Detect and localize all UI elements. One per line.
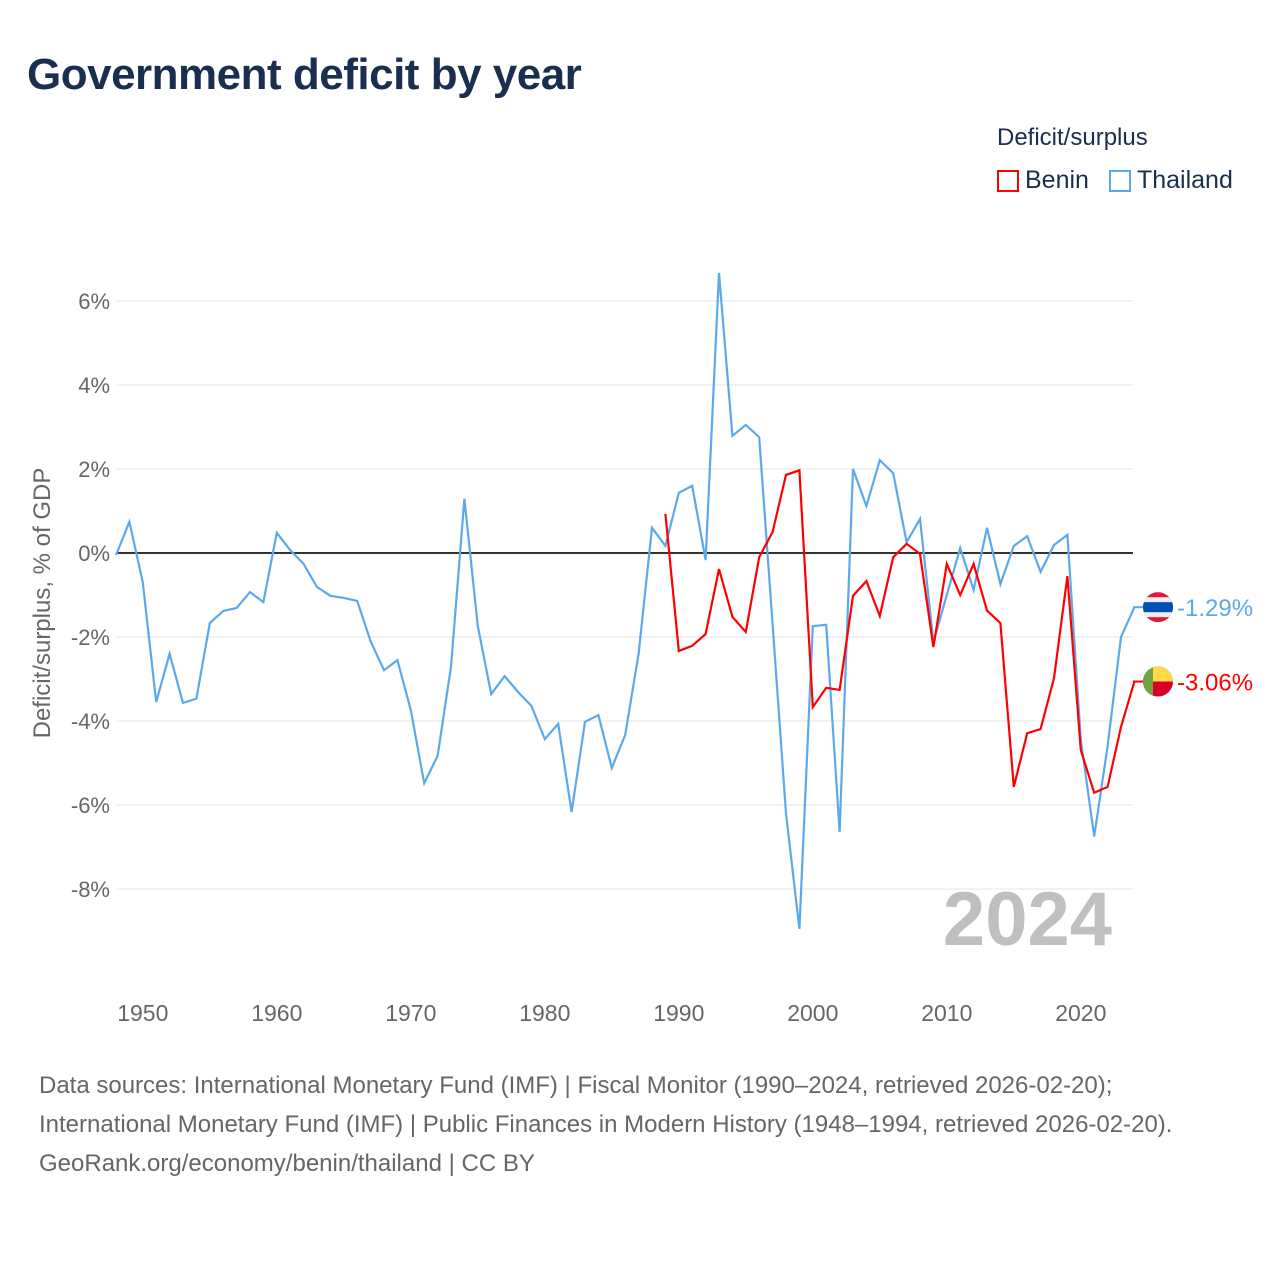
benin-flag-icon bbox=[1143, 666, 1173, 697]
flag-body bbox=[1143, 666, 1173, 697]
footer: Data sources: International Monetary Fun… bbox=[39, 1066, 1239, 1183]
x-tick-label: 2010 bbox=[921, 1000, 972, 1026]
x-tick-label: 1980 bbox=[519, 1000, 570, 1026]
legend: Benin Thailand bbox=[997, 166, 1233, 195]
data-sources: Data sources: International Monetary Fun… bbox=[39, 1072, 1173, 1138]
legend-title: Deficit/surplus bbox=[997, 124, 1148, 151]
series-line-benin bbox=[664, 468, 1136, 795]
y-tick-label: 2% bbox=[78, 457, 110, 482]
thailand-flag-icon bbox=[1143, 592, 1173, 623]
y-tick-label: -6% bbox=[71, 793, 110, 818]
legend-label-benin: Benin bbox=[1025, 166, 1089, 194]
flag-body bbox=[1143, 592, 1173, 623]
year-watermark: 2024 bbox=[943, 877, 1112, 962]
y-tick-label: 4% bbox=[78, 373, 110, 398]
end-value-label: -3.06% bbox=[1177, 670, 1253, 697]
x-tick-label: 2000 bbox=[787, 1000, 838, 1026]
chart-title: Government deficit by year bbox=[27, 50, 582, 99]
x-tick-label: 1990 bbox=[653, 1000, 704, 1026]
x-tick-label: 2020 bbox=[1055, 1000, 1106, 1026]
credit-link[interactable]: GeoRank.org/economy/benin/thailand | CC … bbox=[39, 1150, 535, 1177]
y-tick-label: -4% bbox=[71, 709, 110, 734]
y-tick-label: -8% bbox=[71, 877, 110, 902]
y-tick-label: -2% bbox=[71, 625, 110, 650]
series-line-thailand bbox=[114, 272, 1136, 930]
end-value-label: -1.29% bbox=[1177, 595, 1253, 622]
x-tick-label: 1970 bbox=[385, 1000, 436, 1026]
flag-blue bbox=[1143, 602, 1173, 613]
y-tick-label: 6% bbox=[78, 289, 110, 314]
y-tick-label: 0% bbox=[78, 541, 110, 566]
legend-swatch-benin bbox=[997, 169, 1019, 192]
x-tick-label: 1960 bbox=[251, 1000, 302, 1026]
y-axis-label: Deficit/surplus, % of GDP bbox=[29, 468, 56, 739]
legend-label-thailand: Thailand bbox=[1136, 166, 1233, 194]
flag-green bbox=[1143, 666, 1153, 697]
legend-swatch-thailand bbox=[1108, 169, 1131, 192]
x-tick-label: 1950 bbox=[117, 1000, 168, 1026]
legend-item-benin[interactable]: Benin bbox=[997, 166, 1089, 195]
legend-item-thailand[interactable]: Thailand bbox=[1108, 166, 1233, 195]
